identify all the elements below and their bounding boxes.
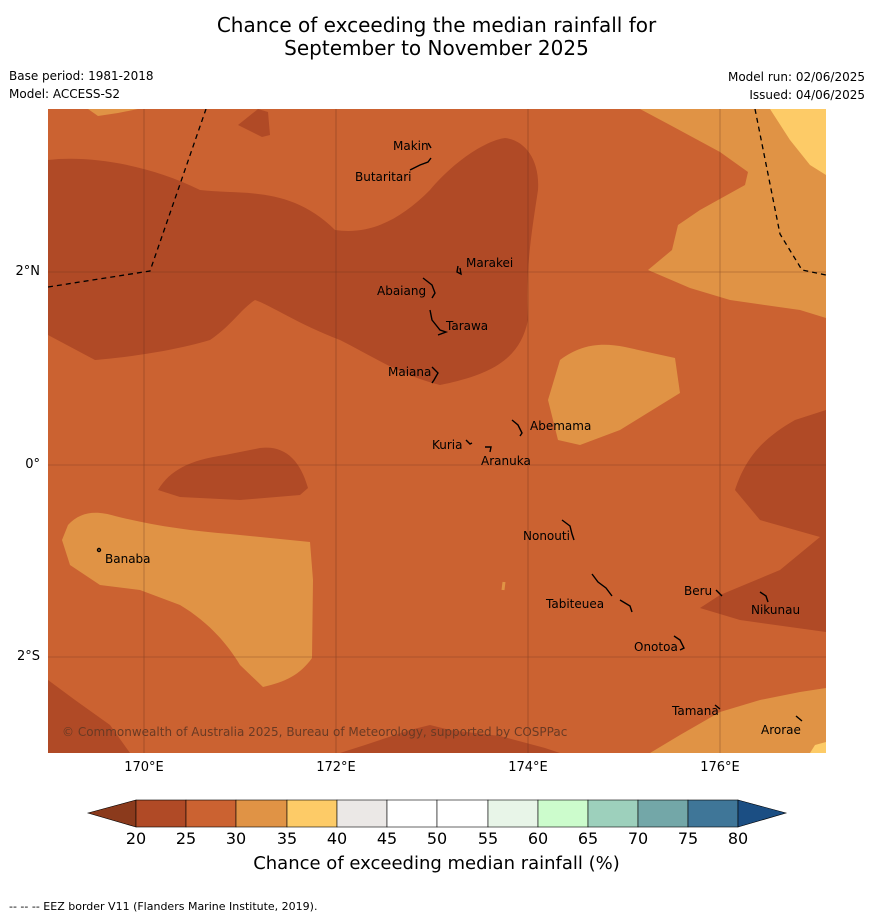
colorbar-swatch-75-80 [687,799,739,828]
lat-label-2n: 2°N [15,264,41,279]
model-text: Model: ACCESS-S2 [9,87,121,101]
place-label-tamana: Tamana [671,704,719,718]
place-label-makin: Makin [393,139,429,153]
colorbar-tick: 50 [426,829,448,848]
model-run-text: Model run: 02/06/2025 [727,70,865,84]
place-label-nikunau: Nikunau [751,603,800,617]
colorbar-tick: 30 [225,829,247,848]
colorbar-swatch-45-50 [386,799,438,828]
region-30-35-northeast [640,109,826,318]
colorbar-swatch-50-55 [436,799,489,828]
colorbar-swatch-60-65 [537,799,589,828]
place-label-abemama: Abemama [530,419,591,433]
colorbar-swatch-35-40 [286,799,338,828]
region-35-40-northeast [770,109,826,175]
colorbar-tick: 75 [677,829,699,848]
lat-label-2s: 2°S [16,649,40,664]
colorbar-tick: 70 [627,829,649,848]
map-field: Makin Butaritari Marakei Abaiang Tarawa … [48,109,826,753]
island-outlines [96,142,803,722]
lon-label-172e: 172°E [316,760,356,775]
place-label-tarawa: Tarawa [445,319,488,333]
colorbar-swatch-30-35 [235,799,288,828]
map-title-line1: Chance of exceeding the median rainfall … [216,13,657,37]
place-label-butaritari: Butaritari [355,170,412,184]
colorbar-tick: 80 [727,829,749,848]
place-label-maiana: Maiana [388,365,431,379]
colorbar-tick: 55 [477,829,499,848]
region-30-35-north-sliver [88,109,138,116]
colorbar-tick: 45 [376,829,398,848]
colorbar-tick: 40 [326,829,348,848]
region-20-25-southwest [48,680,130,753]
eez-footnote: -- -- -- EEZ border V11 (Flanders Marine… [9,900,318,913]
colorbar-over [737,799,788,828]
copyright-text: © Commonwealth of Australia 2025, Bureau… [62,725,567,739]
colorbar-tick: 25 [175,829,197,848]
place-label-nonouti: Nonouti [523,529,570,543]
colorbar-swatch-25-30 [185,799,237,828]
region-35-40-southeast [810,742,826,753]
place-label-onotoa: Onotoa [634,640,678,654]
graticule [48,109,826,753]
region-30-35-central [548,344,680,445]
place-label-kuria: Kuria [432,438,463,452]
region-30-35-southeast [650,688,826,753]
place-label-banaba: Banaba [105,552,151,566]
lat-label-0: 0° [25,457,40,472]
place-labels: Makin Butaritari Marakei Abaiang Tarawa … [105,139,801,737]
region-20-25-central-west [158,447,308,500]
colorbar-tick: 35 [276,829,298,848]
region-20-25-north-blob [238,109,270,137]
place-label-tabiteuea: Tabiteuea [545,597,604,611]
lon-label-174e: 174°E [508,760,548,775]
colorbar [86,799,788,828]
colorbar-tick: 65 [577,829,599,848]
lon-label-176e: 176°E [700,760,740,775]
region-30-35-west [62,512,313,687]
colorbar-swatch-55-60 [487,799,539,828]
region-20-25-northwest [48,138,539,385]
lon-label-170e: 170°E [124,760,164,775]
eez-border [48,109,826,288]
colorbar-tick: 60 [527,829,549,848]
colorbar-swatch-65-70 [587,799,639,828]
base-period-text: Base period: 1981-2018 [9,69,154,83]
place-label-beru: Beru [684,584,712,598]
place-label-marakei: Marakei [466,256,513,270]
colorbar-swatch-20-25 [135,799,187,828]
issued-text: Issued: 04/06/2025 [749,88,865,102]
place-label-aranuka: Aranuka [481,454,531,468]
place-label-abaiang: Abaiang [377,284,426,298]
colorbar-tick: 20 [125,829,147,848]
region-20-25-east [700,410,826,632]
map-title-line2: September to November 2025 [284,36,589,60]
colorbar-under [86,799,137,828]
colorbar-swatch-40-45 [336,799,388,828]
colorbar-swatch-70-75 [637,799,689,828]
place-label-arorae: Arorae [761,723,801,737]
colorbar-label: Chance of exceeding median rainfall (%) [253,853,620,874]
region-20-25-south [340,725,560,753]
